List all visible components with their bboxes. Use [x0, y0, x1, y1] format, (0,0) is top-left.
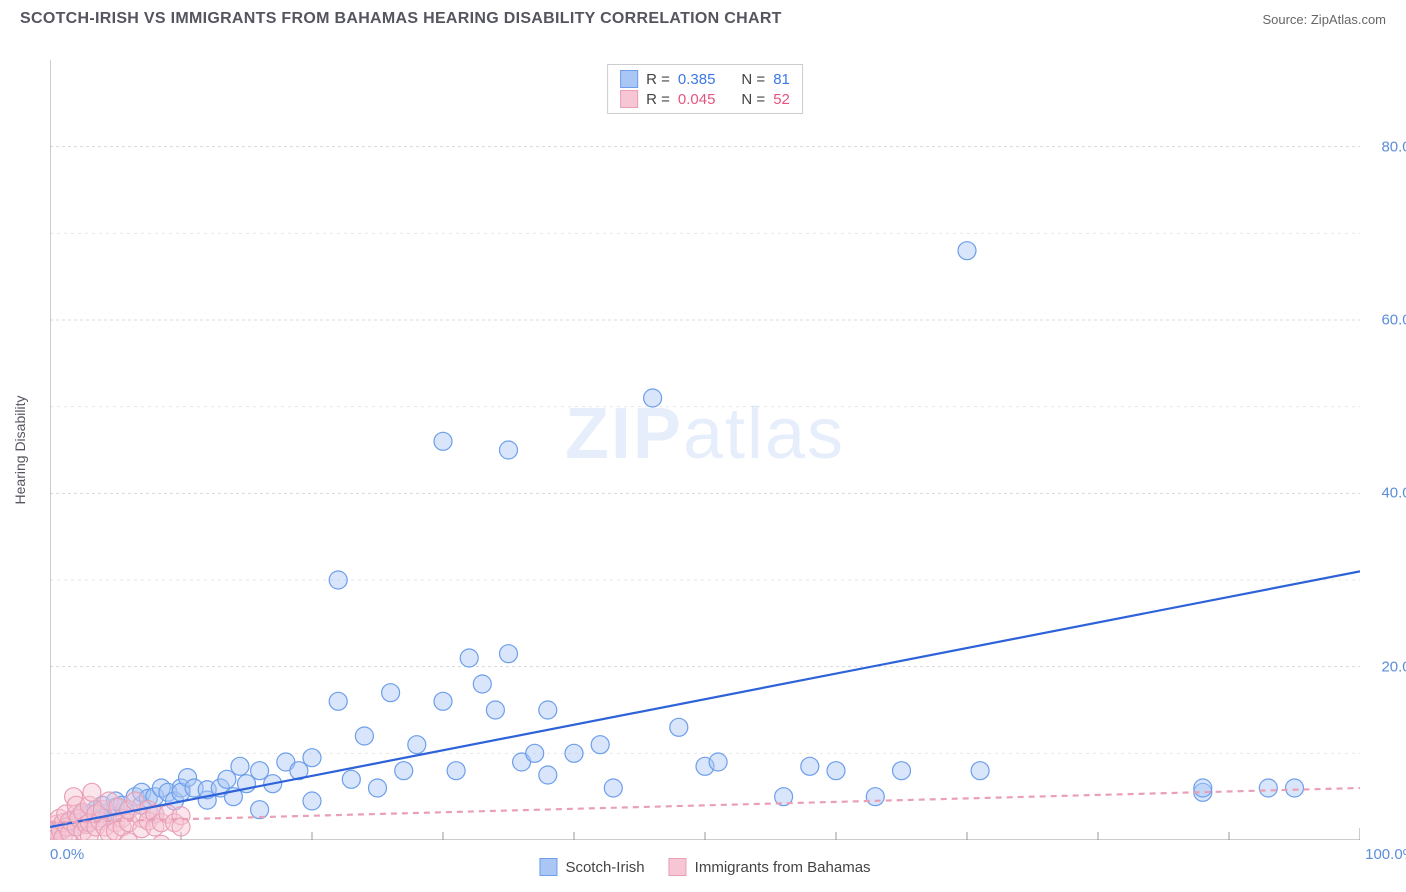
data-point — [460, 649, 478, 667]
correlation-legend: R = 0.385 N = 81 R = 0.045 N = 52 — [607, 64, 803, 114]
data-point — [251, 801, 269, 819]
data-point — [958, 242, 976, 260]
data-point — [486, 701, 504, 719]
data-point — [395, 762, 413, 780]
trend-line — [50, 571, 1360, 827]
data-point — [369, 779, 387, 797]
n-label: N = — [741, 71, 765, 88]
data-point — [434, 432, 452, 450]
y-axis-label: Hearing Disability — [12, 396, 28, 505]
data-point — [670, 718, 688, 736]
legend-item: Immigrants from Bahamas — [669, 858, 871, 876]
data-point — [827, 762, 845, 780]
data-point — [526, 744, 544, 762]
data-point — [644, 389, 662, 407]
data-point — [866, 788, 884, 806]
r-label: R = — [646, 71, 670, 88]
data-point — [1259, 779, 1277, 797]
data-point — [303, 749, 321, 767]
data-point — [342, 770, 360, 788]
data-point — [355, 727, 373, 745]
data-point — [172, 818, 190, 836]
data-point — [231, 757, 249, 775]
data-point — [565, 744, 583, 762]
data-point — [591, 736, 609, 754]
data-point — [408, 736, 426, 754]
x-tick-label: 100.0% — [1365, 846, 1406, 863]
data-point — [604, 779, 622, 797]
scatter-plot — [50, 60, 1360, 840]
data-point — [473, 675, 491, 693]
data-point — [500, 441, 518, 459]
legend-swatch — [620, 90, 638, 108]
data-point — [329, 692, 347, 710]
legend-label: Immigrants from Bahamas — [695, 859, 871, 876]
legend-swatch — [539, 858, 557, 876]
y-tick-label: 60.0% — [1381, 312, 1406, 329]
data-point — [971, 762, 989, 780]
x-tick-label: 0.0% — [50, 846, 84, 863]
y-tick-label: 80.0% — [1381, 138, 1406, 155]
data-point — [382, 684, 400, 702]
legend-item: Scotch-Irish — [539, 858, 644, 876]
data-point — [1194, 779, 1212, 797]
series-legend: Scotch-Irish Immigrants from Bahamas — [539, 858, 870, 876]
chart-container: Hearing Disability ZIPatlas R =0.385N =8… — [50, 60, 1360, 840]
chart-title: SCOTCH-IRISH VS IMMIGRANTS FROM BAHAMAS … — [20, 10, 782, 28]
y-tick-label: 40.0% — [1381, 485, 1406, 502]
r-value: 0.045 — [678, 91, 716, 108]
data-point — [303, 792, 321, 810]
data-point — [83, 783, 101, 801]
data-point — [709, 753, 727, 771]
n-label: N = — [741, 91, 765, 108]
data-point — [500, 645, 518, 663]
legend-swatch — [669, 858, 687, 876]
chart-header: SCOTCH-IRISH VS IMMIGRANTS FROM BAHAMAS … — [0, 0, 1406, 34]
data-point — [893, 762, 911, 780]
data-point — [447, 762, 465, 780]
legend-row: R = 0.385 N = 81 — [620, 69, 790, 89]
legend-label: Scotch-Irish — [565, 859, 644, 876]
n-value: 52 — [773, 91, 790, 108]
data-point — [1286, 779, 1304, 797]
legend-swatch — [620, 70, 638, 88]
legend-row: R = 0.045 N = 52 — [620, 89, 790, 109]
n-value: 81 — [773, 71, 790, 88]
data-point — [329, 571, 347, 589]
data-point — [539, 766, 557, 784]
chart-source: Source: ZipAtlas.com — [1262, 12, 1386, 27]
data-point — [801, 757, 819, 775]
y-tick-label: 20.0% — [1381, 658, 1406, 675]
r-value: 0.385 — [678, 71, 716, 88]
data-point — [539, 701, 557, 719]
r-label: R = — [646, 91, 670, 108]
data-point — [434, 692, 452, 710]
